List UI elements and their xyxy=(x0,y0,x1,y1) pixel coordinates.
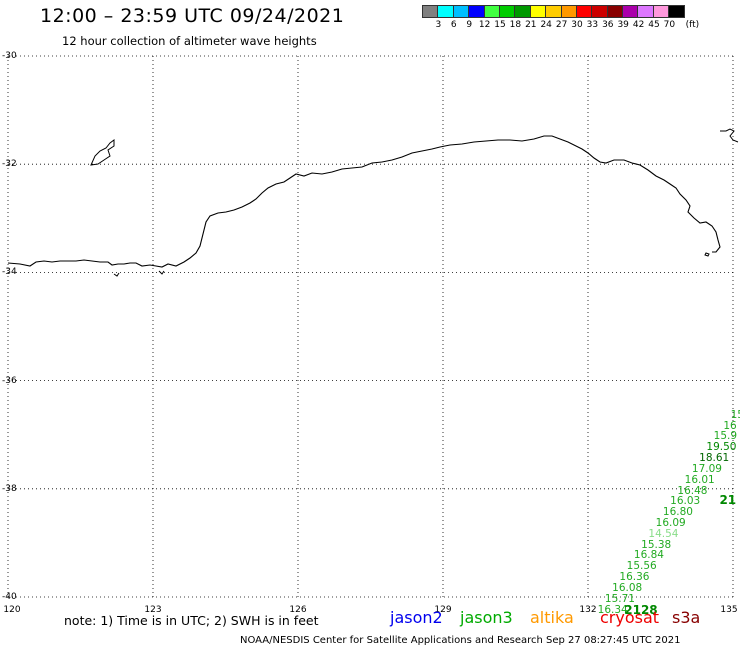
swh-reading: 14.54 xyxy=(648,527,679,540)
satellite-jason2: jason2 xyxy=(390,608,443,627)
color-legend-label: 24 xyxy=(540,20,552,30)
swh-reading: 15.56 xyxy=(626,560,657,573)
swh-reading: 19.50 xyxy=(706,441,737,454)
coast-islet-2 xyxy=(158,270,165,275)
color-legend-label: 6 xyxy=(450,20,457,30)
longitude-label: 132 xyxy=(579,605,597,615)
latitude-label: -34 xyxy=(2,267,17,278)
swh-reading: 18.61 xyxy=(699,452,730,465)
swh-reading: 16.03 xyxy=(670,495,701,508)
footer-credit: NOAA/NESDIS Center for Satellite Applica… xyxy=(240,635,681,646)
color-legend-swatches xyxy=(422,5,685,18)
swh-reading: 16 xyxy=(723,419,737,432)
swh-reading: 16.48 xyxy=(677,484,708,497)
satellite-s3a: s3a xyxy=(672,608,701,627)
satellite-jason3: jason3 xyxy=(460,608,513,627)
pass-time-label: 2128 xyxy=(624,602,658,617)
color-legend-label: 9 xyxy=(466,20,473,30)
latitude-label: -32 xyxy=(2,159,17,170)
coastline xyxy=(7,128,739,277)
latitude-label: -30 xyxy=(2,51,17,61)
longitude-label: 126 xyxy=(289,605,307,615)
pass-time-label: 21 xyxy=(719,492,737,507)
color-legend-label: 12 xyxy=(478,20,491,30)
color-legend-label: 18 xyxy=(509,20,522,30)
coast-islet-1 xyxy=(113,272,120,277)
swh-reading: 15.9 xyxy=(713,430,738,443)
latitude-label: -40 xyxy=(2,592,17,602)
swh-reading: 15 xyxy=(730,408,740,421)
longitude-label: 129 xyxy=(434,605,452,615)
color-legend-label: 30 xyxy=(571,20,583,30)
latitude-label: -38 xyxy=(2,483,17,494)
yorke-peninsula xyxy=(720,128,739,143)
latitude-label: -36 xyxy=(2,375,17,386)
longitude-label: 135 xyxy=(720,605,738,615)
color-legend: 3 6 9 12 15 18 21 24 27 30 33 36 39 42 45 70 (ft) xyxy=(422,5,700,30)
color-legend-label: 3 xyxy=(435,20,442,30)
graticule xyxy=(7,55,734,598)
swh-reading: 15.38 xyxy=(641,538,672,551)
kangaroo-island xyxy=(90,139,115,166)
color-legend-label: 21 xyxy=(525,20,537,30)
swh-reading: 16.34 xyxy=(597,603,628,616)
map-title: 12:00 – 23:59 UTC 09/24/2021 xyxy=(40,5,345,27)
color-legend-label: 39 xyxy=(617,20,629,30)
color-legend-unit: (ft) xyxy=(685,20,700,30)
color-swatch xyxy=(668,5,685,18)
color-legend-label: 33 xyxy=(586,20,599,30)
color-legend-label: 15 xyxy=(494,20,506,30)
swh-reading: 15.71 xyxy=(604,592,635,605)
swh-reading: 17.09 xyxy=(691,462,722,475)
longitude-label: 123 xyxy=(144,605,162,615)
swh-reading: 16.84 xyxy=(633,549,664,562)
swh-reading: 16.36 xyxy=(619,571,650,584)
color-legend-label: 70 xyxy=(663,20,676,30)
swh-reading: 16.01 xyxy=(684,473,715,486)
color-legend-label: 36 xyxy=(602,20,614,30)
swh-reading: 16.09 xyxy=(655,516,686,529)
color-legend-label: 27 xyxy=(555,20,568,30)
satellite-cryosat: cryosat xyxy=(600,608,660,627)
longitude-label: 120 xyxy=(3,605,21,615)
footer-note: note: 1) Time is in UTC; 2) SWH is in fe… xyxy=(64,613,319,628)
color-legend-labels: 3 6 9 12 15 18 21 24 27 30 33 36 39 42 45 70 (ft) xyxy=(422,18,700,30)
color-legend-label: 45 xyxy=(648,20,660,30)
map-subtitle: 12 hour collection of altimeter wave hei… xyxy=(62,34,317,48)
satellite-altika: altika xyxy=(530,608,574,627)
swh-reading: 16.08 xyxy=(612,581,643,594)
south-australia-coast xyxy=(7,135,721,268)
swh-reading: 16.80 xyxy=(662,506,693,519)
color-legend-label: 42 xyxy=(632,20,645,30)
coast-islet-3 xyxy=(704,252,710,257)
